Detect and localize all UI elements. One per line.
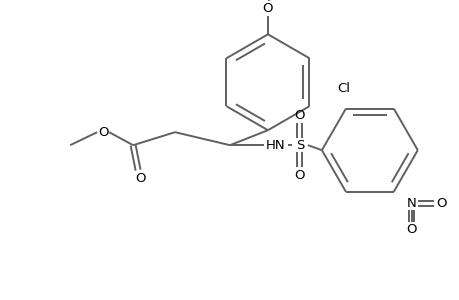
Text: O: O <box>262 2 273 15</box>
Text: O: O <box>98 126 108 139</box>
Text: HN: HN <box>266 139 285 152</box>
Text: O: O <box>436 197 446 210</box>
Text: O: O <box>294 169 304 182</box>
Text: S: S <box>295 139 303 152</box>
Text: O: O <box>294 109 304 122</box>
Text: O: O <box>406 223 416 236</box>
Text: O: O <box>134 172 145 184</box>
Text: Cl: Cl <box>336 82 350 95</box>
Text: N: N <box>406 197 416 210</box>
